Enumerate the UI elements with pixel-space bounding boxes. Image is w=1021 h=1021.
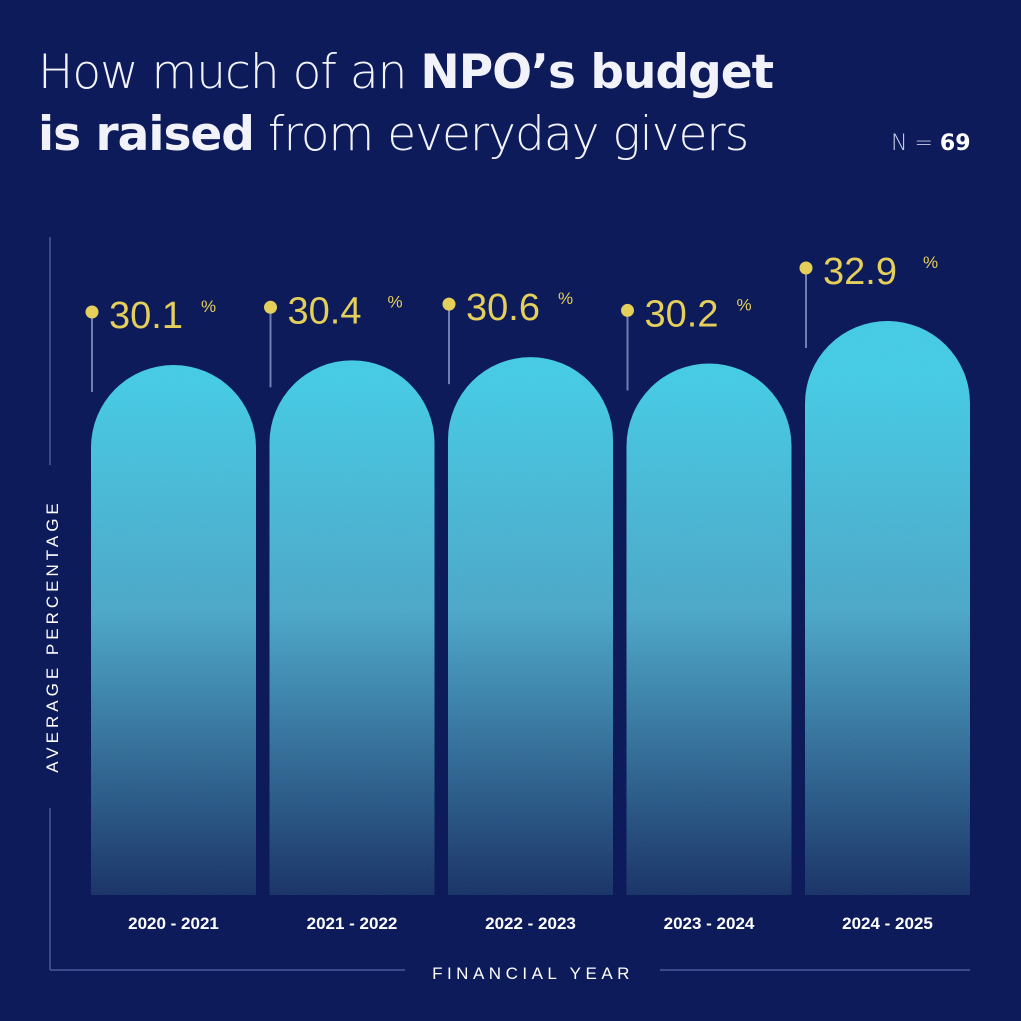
- percent-sign: %: [388, 292, 403, 311]
- sample-size-value: 69: [939, 131, 971, 156]
- chart-title: How much of an NPO’s budget is raised fr…: [38, 42, 774, 166]
- leader-dot: [799, 261, 813, 275]
- value-labels-group: 30.1% 30.4% 30.6% 30.2 % 32.9%: [85, 251, 938, 392]
- x-tick-label: 2023 - 2024: [664, 914, 755, 933]
- title-line2-bold: is raised: [38, 107, 255, 162]
- leader-dot: [85, 305, 99, 319]
- bars-group: [91, 320, 970, 896]
- x-tick-label: 2021 - 2022: [307, 914, 398, 933]
- bar-texture: [269, 360, 435, 895]
- title-line1-regular: How much of an: [38, 45, 421, 100]
- x-axis-label: FINANCIAL YEAR: [432, 964, 634, 983]
- leader-dot: [264, 300, 277, 314]
- value-label: 30.2: [645, 293, 719, 335]
- leader-dot: [442, 297, 456, 311]
- x-tick-label: 2022 - 2023: [485, 914, 576, 933]
- bar-texture: [448, 357, 613, 896]
- x-tick-label: 2024 - 2025: [842, 914, 933, 933]
- value-label: 32.9: [823, 251, 897, 293]
- value-label: 30.6: [466, 287, 540, 329]
- percent-sign: %: [737, 295, 752, 314]
- x-tick-label: 2020 - 2021: [128, 914, 219, 933]
- bar-texture: [805, 320, 970, 895]
- sample-size: N = 69: [891, 131, 971, 156]
- leader-dot: [621, 303, 634, 317]
- y-axis-label: AVERAGE PERCENTAGE: [43, 499, 62, 773]
- percent-sign: %: [201, 297, 216, 316]
- value-label: 30.1: [109, 295, 183, 337]
- x-tick-labels-group: 2020 - 2021 2021 - 2022 2022 - 2023 2023 - …: [128, 914, 933, 933]
- title-line1-bold: NPO’s budget: [420, 45, 774, 100]
- percent-sign: %: [558, 289, 573, 308]
- value-label: 30.4: [288, 290, 362, 332]
- bar-texture: [626, 363, 792, 896]
- sample-size-prefix: N =: [891, 131, 940, 156]
- percent-sign: %: [923, 253, 938, 272]
- title-line2-regular: from everyday givers: [253, 107, 749, 162]
- bar-texture: [91, 365, 256, 895]
